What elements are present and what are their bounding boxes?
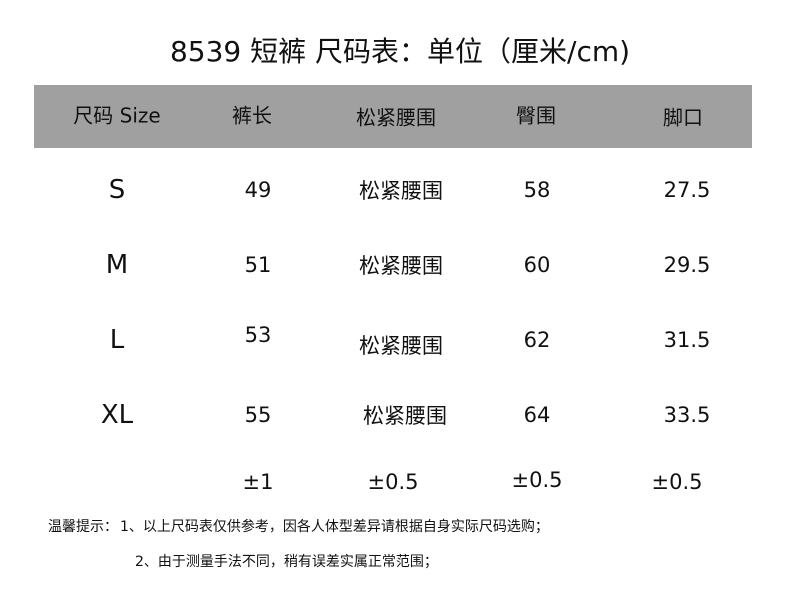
cell-hem: 31.5 bbox=[663, 328, 711, 352]
cell-size: S bbox=[108, 175, 126, 205]
cell-hip: 58 bbox=[523, 178, 551, 202]
header-waist: 松紧腰围 bbox=[356, 105, 436, 130]
note-line-2: 2、由于测量手法不同，稍有误差实属正常范围； bbox=[135, 554, 438, 570]
cell-waist: 松紧腰围 bbox=[359, 179, 443, 203]
cell-hem: 33.5 bbox=[663, 403, 711, 427]
header-size: 尺码 Size bbox=[73, 103, 161, 128]
cell-size: XL bbox=[100, 400, 134, 430]
cell-hem: 29.5 bbox=[663, 253, 711, 277]
cell-length: 49 bbox=[244, 178, 272, 202]
cell-hem: 27.5 bbox=[663, 178, 711, 202]
header-hem: 脚口 bbox=[663, 105, 703, 130]
cell-length: 55 bbox=[244, 403, 272, 427]
header-hip: 臀围 bbox=[516, 103, 556, 128]
header-length: 裤长 bbox=[232, 103, 272, 128]
cell-hip: 64 bbox=[523, 403, 551, 427]
tolerance-hem: ±0.5 bbox=[651, 470, 703, 494]
notes-label: 温馨提示： bbox=[48, 519, 118, 535]
cell-hip: 60 bbox=[523, 253, 551, 277]
tolerance-length: ±1 bbox=[242, 470, 274, 494]
cell-waist: 松紧腰围 bbox=[359, 254, 443, 278]
table-header bbox=[34, 85, 752, 148]
cell-size: L bbox=[109, 325, 125, 355]
cell-hip: 62 bbox=[523, 328, 551, 352]
chart-title: 8539 短裤 尺码表：单位（厘米/cm) bbox=[169, 35, 631, 68]
cell-waist: 松紧腰围 bbox=[363, 404, 447, 428]
cell-size: M bbox=[105, 250, 129, 280]
tolerance-waist: ±0.5 bbox=[367, 470, 419, 494]
tolerance-hip: ±0.5 bbox=[511, 468, 563, 492]
note-line-1: 1、以上尺码表仅供参考，因各人体型差异请根据自身实际尺码选购； bbox=[120, 519, 549, 535]
cell-waist: 松紧腰围 bbox=[359, 334, 443, 358]
cell-length: 51 bbox=[244, 253, 272, 277]
cell-length: 53 bbox=[244, 323, 272, 347]
